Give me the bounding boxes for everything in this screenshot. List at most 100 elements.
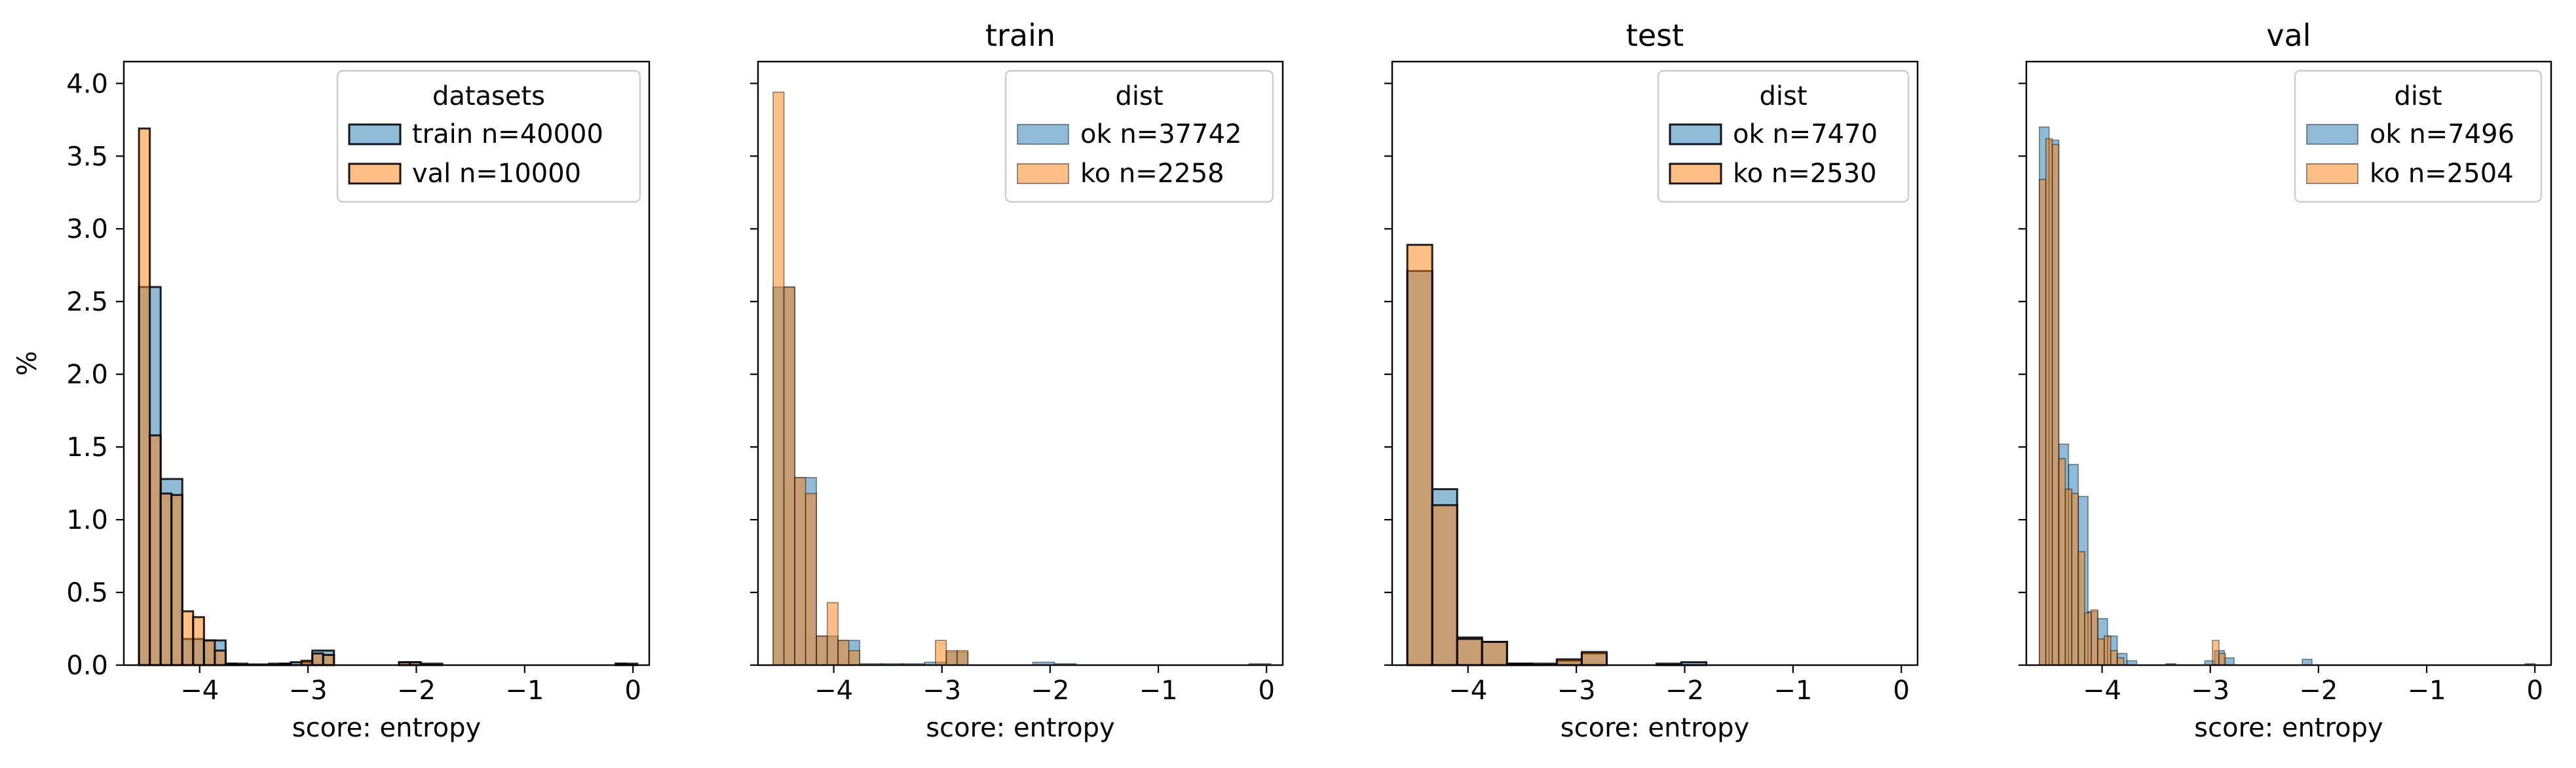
legend-swatch	[348, 163, 402, 185]
legend-title: dist	[1759, 81, 1807, 111]
histogram-bar	[805, 493, 817, 666]
histogram-bar	[1580, 651, 1608, 666]
histogram-bar	[783, 286, 795, 666]
histogram-bar	[149, 434, 162, 666]
legend-label: ko n=2530	[1733, 159, 1877, 189]
histogram-bar	[192, 616, 205, 666]
x-tick-label: −3	[289, 676, 328, 706]
x-axis-label: score: entropy	[292, 713, 481, 743]
histogram-bar	[848, 650, 861, 666]
y-tick-label: 3.5	[66, 142, 108, 172]
y-tick-label: 4.0	[66, 69, 108, 99]
histogram-bar	[322, 653, 335, 666]
series-1	[2039, 126, 2536, 666]
legend-label: train n=40000	[412, 119, 603, 149]
histogram-bar	[202, 639, 216, 666]
histogram-bar	[2051, 144, 2060, 666]
x-tick-label: −4	[2083, 676, 2121, 706]
series-2	[2039, 138, 2226, 666]
histogram-bar	[1555, 658, 1583, 666]
histogram-bar	[2084, 612, 2092, 666]
histogram-bar	[826, 602, 839, 666]
histogram-bar	[2039, 178, 2047, 666]
y-tick-label: 3.0	[66, 214, 108, 244]
chart-title: val	[2266, 18, 2311, 53]
chart-panel-2: −4 −3 −2 −1 0 score: entropy train dist ok n=377…	[750, 18, 1284, 743]
histogram-bar	[181, 610, 195, 666]
histogram-bar	[794, 476, 806, 666]
histogram-bar	[2077, 551, 2085, 666]
histogram-bar	[1456, 638, 1483, 666]
y-tick-label: 0.5	[66, 578, 108, 608]
legend-swatch	[348, 123, 402, 145]
chart-panel-1: −4 −3 −2 −1 0 0.0 0.5 1.0 1.5 2.0 2.5 3.0 3.5 4.0 scor…	[12, 60, 651, 743]
histogram-bar	[772, 91, 785, 666]
series-2	[1406, 244, 1608, 666]
histogram-bar	[945, 650, 958, 666]
histogram-bar	[2097, 638, 2105, 666]
y-tick-label: 1.5	[66, 432, 108, 463]
x-tick-label: −2	[1031, 676, 1069, 706]
x-tick-label: −1	[1773, 676, 1812, 706]
axes-frame	[1391, 60, 1919, 666]
histogram-bar	[170, 493, 183, 666]
histogram-bar	[957, 650, 969, 666]
legend-swatch	[2306, 163, 2358, 184]
x-tick-label: −1	[1139, 676, 1178, 706]
x-tick-label: −3	[922, 676, 961, 706]
series-1	[138, 286, 639, 666]
histogram-bar	[2091, 609, 2098, 666]
x-tick-label: −1	[2408, 676, 2446, 706]
histogram-bar	[2212, 640, 2220, 666]
chart-title: test	[1626, 18, 1684, 53]
chart-title: train	[985, 18, 1055, 53]
y-tick-label: 2.0	[66, 360, 108, 390]
x-tick-label: 0	[1259, 676, 1275, 706]
histogram-bar	[2116, 657, 2125, 666]
histogram-bar	[311, 652, 324, 666]
histogram-bar	[159, 492, 173, 666]
histogram-bar	[2045, 138, 2053, 666]
histogram-bar	[2110, 650, 2118, 666]
x-tick-label: 0	[624, 676, 641, 706]
series-2	[772, 91, 969, 666]
legend-label: ko n=2258	[1080, 159, 1224, 189]
histogram-bar	[2058, 458, 2066, 666]
histogram-bar	[2104, 635, 2112, 666]
x-tick-label: 0	[2527, 676, 2543, 706]
histogram-bar	[2064, 488, 2073, 666]
histogram-bar	[935, 640, 947, 666]
legend-swatch	[1017, 124, 1069, 145]
legend-swatch	[1669, 163, 1722, 185]
legend-title: dist	[2394, 81, 2442, 111]
histogram-bar	[2301, 659, 2313, 666]
x-axis-label: score: entropy	[926, 713, 1114, 743]
legend-box	[1004, 69, 1274, 203]
axes-frame	[757, 60, 1284, 666]
histogram-bar	[1406, 244, 1433, 666]
legend: dist ok n=7496 ko n=2504	[2294, 69, 2543, 203]
chart-panel-4: −4 −3 −2 −1 0 score: entropy val dist ok n=7496 k…	[2018, 18, 2552, 743]
series-2	[138, 127, 628, 666]
legend-label: ok n=37742	[1080, 119, 1241, 149]
histogram-bar	[816, 635, 828, 666]
legend: datasets train n=40000 val n=10000	[336, 69, 641, 203]
x-tick-label: −2	[397, 676, 436, 706]
x-tick-label: −4	[1449, 676, 1487, 706]
chart-panel-3: −4 −3 −2 −1 0 score: entropy test dist ok n=7470…	[1384, 18, 1919, 743]
legend-label: ko n=2504	[2370, 159, 2514, 189]
legend-swatch	[2306, 124, 2358, 145]
x-axis-label: score: entropy	[1561, 713, 1749, 743]
legend-label: ok n=7496	[2370, 119, 2514, 149]
histogram-bar	[837, 640, 850, 666]
histogram-bar	[1431, 504, 1458, 666]
y-tick-label: 0.0	[66, 651, 108, 681]
y-tick-label: 2.5	[66, 287, 108, 317]
x-tick-label: −4	[814, 676, 853, 706]
legend-swatch	[1017, 163, 1069, 184]
legend-label: ok n=7470	[1733, 119, 1878, 149]
legend-title: datasets	[432, 81, 545, 111]
x-tick-label: 0	[1893, 676, 1909, 706]
legend: dist ok n=7470 ko n=2530	[1657, 69, 1910, 203]
